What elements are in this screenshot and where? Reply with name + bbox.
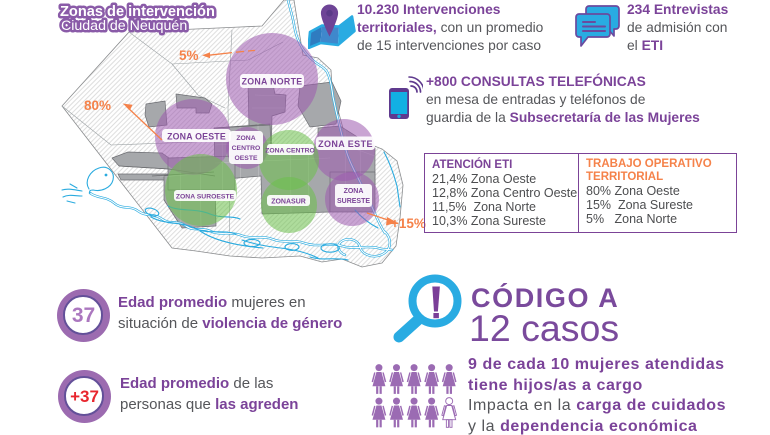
svg-text:5%: 5% <box>179 48 199 63</box>
svg-text:ZONA OESTE: ZONA OESTE <box>167 132 226 142</box>
svg-text:ZONA CENTRO: ZONA CENTRO <box>265 148 315 155</box>
svg-text:ZONA ESTE: ZONA ESTE <box>318 139 373 149</box>
svg-text:ZONASUR: ZONASUR <box>271 199 306 206</box>
svg-text:ZONA: ZONA <box>344 188 364 195</box>
svg-text:ZONA NORTE: ZONA NORTE <box>242 77 303 87</box>
svg-text:ZONA SUROESTE: ZONA SUROESTE <box>176 194 235 201</box>
svg-text:Zonas de intervención: Zonas de intervención <box>60 4 215 20</box>
svg-text:OESTE: OESTE <box>234 155 258 162</box>
svg-text:SURESTE: SURESTE <box>337 198 370 205</box>
svg-text:+15%: +15% <box>391 216 426 231</box>
svg-text:CENTRO: CENTRO <box>232 145 261 152</box>
svg-text:80%: 80% <box>84 98 111 113</box>
svg-text:Ciudad de Neuquén: Ciudad de Neuquén <box>61 18 187 34</box>
svg-text:ZONA: ZONA <box>236 135 255 142</box>
